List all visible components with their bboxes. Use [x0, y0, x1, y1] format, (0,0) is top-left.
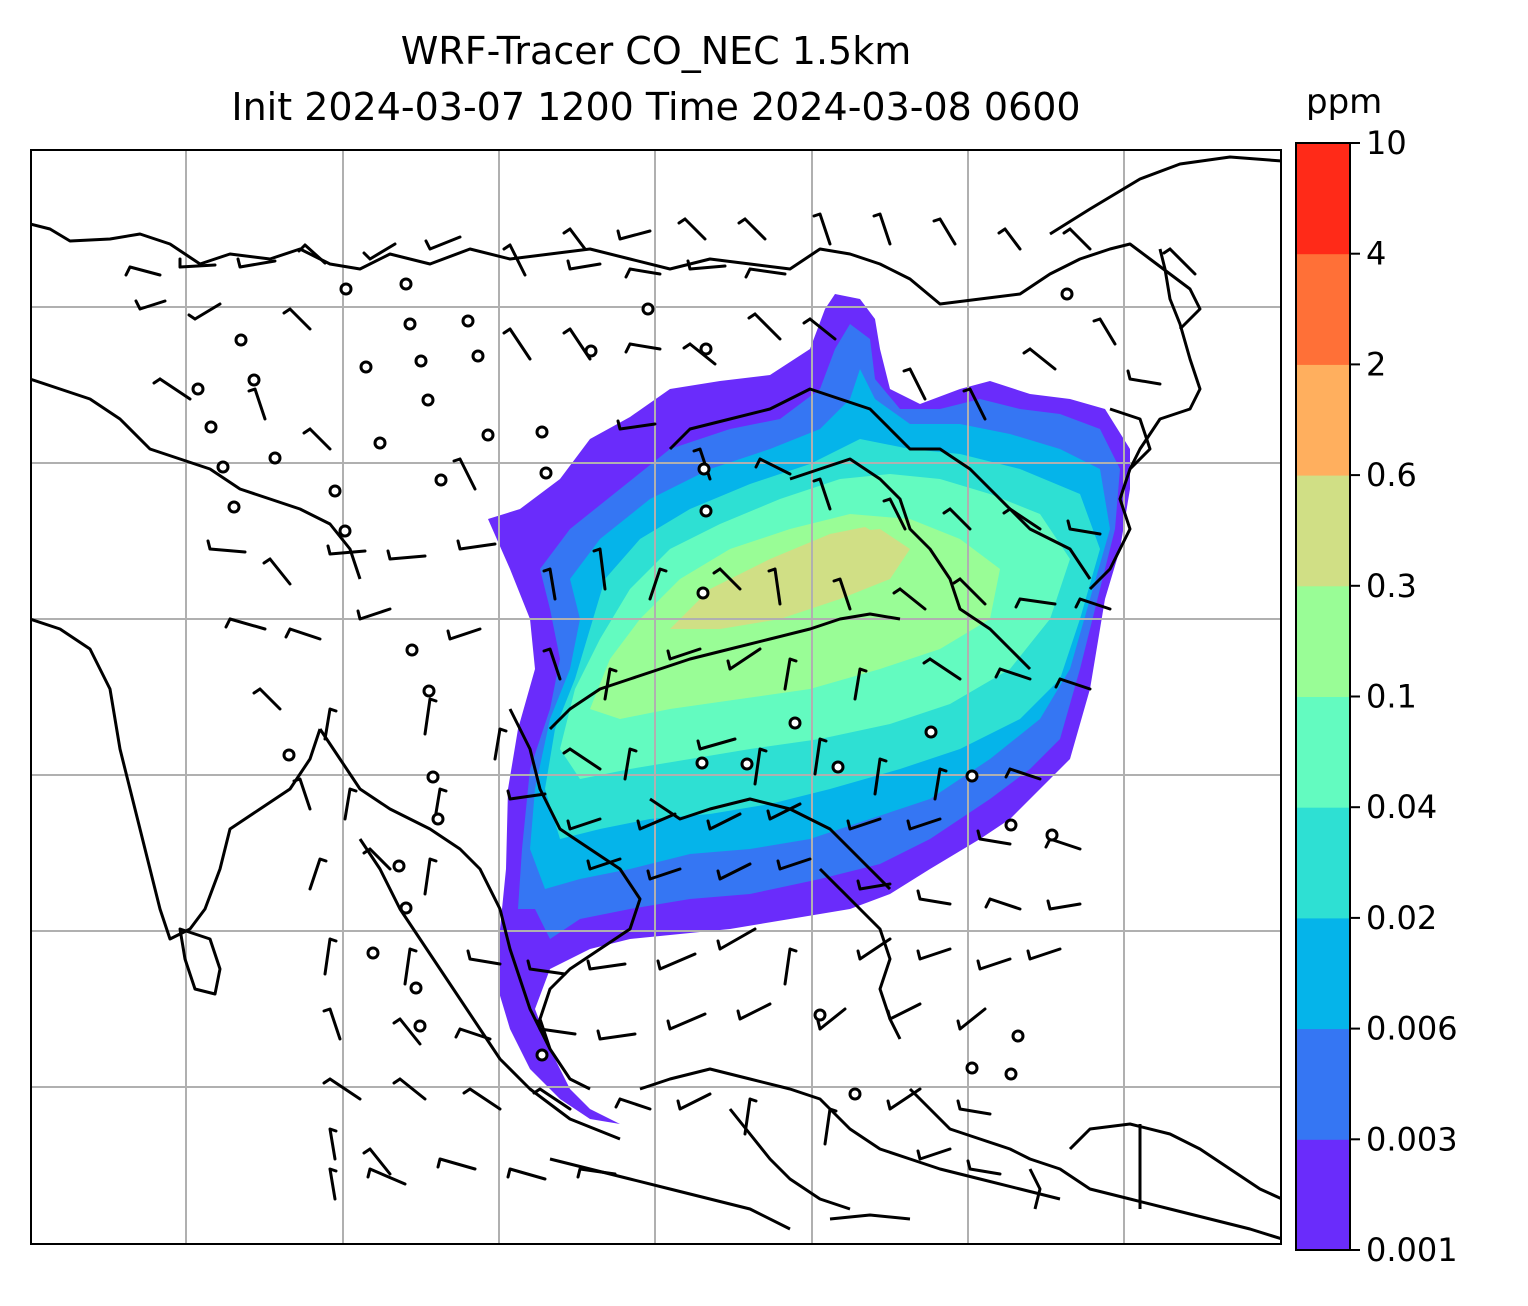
colorbar-bin: [1296, 1028, 1350, 1140]
calm-wind-markers: [191, 277, 1074, 1101]
colorbar-tick-label: 10: [1366, 124, 1407, 162]
colorbar-tick-label: 0.04: [1366, 788, 1437, 826]
map-subtitle: Init 2024-03-07 1200 Time 2024-03-08 060…: [231, 85, 1081, 129]
colorbar-bin: [1296, 696, 1350, 808]
colorbar-bin: [1296, 585, 1350, 697]
colorbar-bin: [1296, 917, 1350, 1030]
colorbar-tick-label: 0.3: [1366, 567, 1417, 605]
colorbar-tick-label: 0.6: [1366, 456, 1417, 494]
colorbar-tick-label: 0.1: [1366, 678, 1417, 716]
colorbar-tick-label: 0.02: [1366, 899, 1437, 937]
colorbar-tick-label: 4: [1366, 235, 1386, 273]
colorbar-tick-label: 0.003: [1366, 1120, 1458, 1158]
colorbar-bin: [1296, 1139, 1350, 1251]
colorbar-bin: [1296, 253, 1350, 365]
colorbar-bin: [1296, 807, 1350, 919]
colorbar-units: ppm: [1306, 82, 1383, 122]
tracer-hotspot: [800, 527, 890, 569]
colorbar-bin: [1296, 364, 1350, 476]
colorbar-bin: [1296, 143, 1350, 255]
colorbar-tick-label: 2: [1366, 345, 1386, 383]
colorbar-scale: 0.001 0.003 0.006 0.02 0.04 0.1 0.3 0.6 2 4 10: [1295, 124, 1458, 1269]
colorbar-tick-label: 0.001: [1366, 1231, 1458, 1269]
wind-barbs: [124, 212, 1197, 1201]
colorbar-tick-label: 0.006: [1366, 1010, 1458, 1048]
tracer-field: [488, 294, 1130, 1124]
map-title: WRF-Tracer CO_NEC 1.5km: [400, 29, 912, 73]
colorbar-bin: [1296, 475, 1350, 587]
map-panel: [30, 149, 1282, 1245]
coastlines: [30, 155, 1282, 1241]
gridlines: [30, 149, 1282, 1245]
